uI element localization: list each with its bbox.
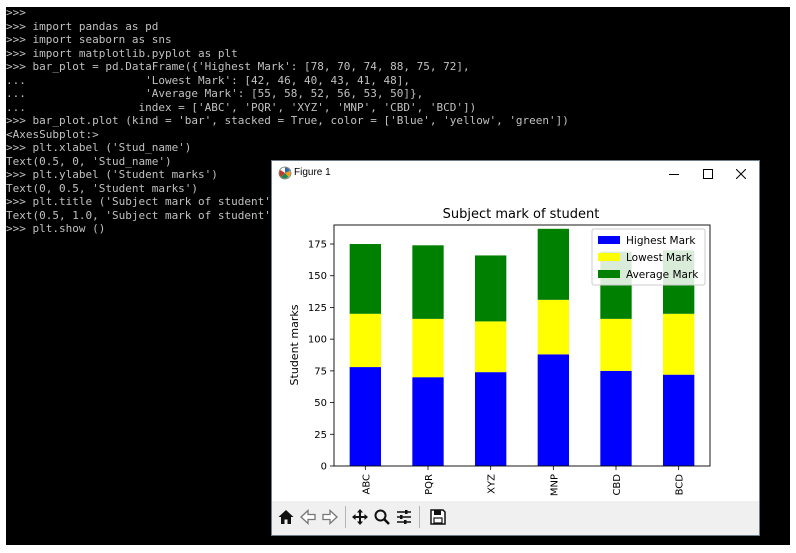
stacked-bar-chart: Subject mark of student Student marks 0 2…	[288, 207, 711, 496]
bar-lowest-mark-bcd	[663, 313, 695, 375]
save-button[interactable]	[427, 505, 449, 529]
bar-average-mark-abc	[349, 244, 381, 314]
home-icon	[278, 510, 294, 524]
y-tick-label: 25	[314, 430, 327, 441]
bar-lowest-mark-mnp	[537, 299, 569, 355]
bar-highest-mark-bcd	[663, 374, 695, 466]
bar-average-mark-pqr	[412, 245, 444, 319]
close-icon	[736, 169, 746, 179]
chart-title: Subject mark of student	[443, 207, 600, 222]
forward-icon	[322, 509, 338, 525]
terminal-line: >>> plt.xlabel ('Stud_name')	[6, 141, 192, 154]
terminal-output: >>> >>> import pandas as pd >>> import sea…	[6, 7, 569, 236]
terminal-line: >>> import seaborn as sns	[6, 33, 172, 46]
legend[interactable]: Highest Mark Lowest Mark Average Mark	[591, 228, 706, 286]
close-button[interactable]	[724, 161, 758, 187]
toolbar-separator	[345, 506, 346, 528]
legend-swatch	[598, 270, 620, 278]
figure-window[interactable]: Figure 1 Subject mark of student Student…	[271, 160, 760, 536]
configure-subplots-button[interactable]	[393, 505, 415, 529]
x-axis: ABC PQR XYZ MNP CBD BCD	[361, 466, 686, 496]
terminal-line: >>> bar_plot = pd.DataFrame({'Highest Ma…	[6, 60, 470, 73]
maximize-icon	[703, 169, 713, 179]
x-tick-label: BCD	[675, 474, 686, 496]
back-button[interactable]	[297, 505, 319, 529]
figure-canvas[interactable]: Subject mark of student Student marks 0 2…	[272, 187, 759, 501]
legend-label: Average Mark	[626, 269, 699, 281]
terminal-line: >>>	[6, 7, 26, 19]
bar-highest-mark-pqr	[412, 377, 444, 466]
bar-highest-mark-abc	[349, 367, 381, 466]
legend-swatch	[598, 236, 620, 244]
x-tick-label: ABC	[361, 474, 372, 495]
terminal-line: Text(0.5, 1.0, 'Subject mark of student'…	[6, 208, 278, 222]
terminal-line: Text(0, 0.5, 'Student marks')	[6, 181, 199, 195]
y-axis-label: Student marks	[288, 304, 301, 385]
minimize-icon	[669, 174, 679, 175]
terminal-line: <AxesSubplot:>	[6, 127, 99, 141]
y-tick-label: 50	[314, 398, 327, 409]
terminal-line: >>> plt.title ('Subject mark of student'…	[6, 195, 278, 208]
window-title: Figure 1	[294, 167, 331, 178]
bar-highest-mark-xyz	[475, 372, 507, 466]
y-tick-label: 75	[314, 366, 327, 377]
x-tick-label: MNP	[549, 474, 560, 496]
legend-label: Highest Mark	[626, 235, 696, 247]
save-icon	[430, 509, 446, 525]
terminal-line: >>> plt.show ()	[6, 222, 106, 235]
navigation-toolbar	[272, 501, 759, 535]
y-tick-label: 0	[321, 462, 327, 473]
forward-button[interactable]	[319, 505, 341, 529]
terminal-line: >>> plt.ylabel ('Student marks')	[6, 168, 218, 181]
x-tick-label: CBD	[612, 474, 623, 496]
y-tick-label: 175	[308, 240, 327, 251]
pan-icon	[352, 509, 368, 525]
matplotlib-icon	[278, 166, 292, 180]
axes-frame	[333, 224, 711, 467]
back-icon	[300, 509, 316, 525]
y-axis: 0 25 50 75 100 125 150 175	[308, 240, 334, 473]
y-tick-label: 100	[308, 335, 327, 346]
figure-titlebar[interactable]: Figure 1	[272, 161, 759, 187]
maximize-button[interactable]	[691, 161, 725, 187]
zoom-icon	[374, 509, 390, 525]
bar-highest-mark-mnp	[537, 354, 569, 466]
bar-lowest-mark-xyz	[475, 321, 507, 373]
legend-box	[591, 228, 706, 286]
toolbar-separator	[419, 506, 420, 528]
bar-lowest-mark-pqr	[412, 318, 444, 378]
minimize-button[interactable]	[657, 161, 691, 187]
zoom-button[interactable]	[371, 505, 393, 529]
terminal-line: Text(0.5, 0, 'Stud_name')	[6, 154, 172, 168]
configure-subplots-icon	[397, 510, 411, 524]
terminal-line: ... 'Average Mark': [55, 58, 52, 56, 53,…	[6, 87, 424, 100]
terminal-line: ... 'Lowest Mark': [42, 46, 40, 43, 41, …	[6, 73, 410, 87]
bar-lowest-mark-abc	[349, 313, 381, 368]
y-tick-label: 125	[308, 303, 327, 314]
terminal-line: >>> import matplotlib.pyplot as plt	[6, 46, 238, 60]
bar-lowest-mark-cbd	[600, 318, 632, 371]
bar-average-mark-xyz	[475, 255, 507, 322]
x-tick-label: PQR	[424, 474, 435, 495]
x-tick-label: XYZ	[487, 474, 498, 494]
legend-swatch	[598, 253, 620, 261]
bar-highest-mark-cbd	[600, 370, 632, 466]
bars-group	[349, 228, 695, 466]
terminal-line: >>> bar_plot.plot (kind = 'bar', stacked…	[6, 114, 569, 127]
legend-label: Lowest Mark	[626, 252, 693, 264]
pan-button[interactable]	[349, 505, 371, 529]
terminal-line: ... index = ['ABC', 'PQR', 'XYZ', 'MNP',…	[6, 100, 477, 114]
y-tick-label: 150	[308, 271, 327, 282]
home-button[interactable]	[275, 505, 297, 529]
terminal-line: >>> import pandas as pd	[6, 19, 159, 33]
bar-average-mark-mnp	[537, 228, 569, 300]
